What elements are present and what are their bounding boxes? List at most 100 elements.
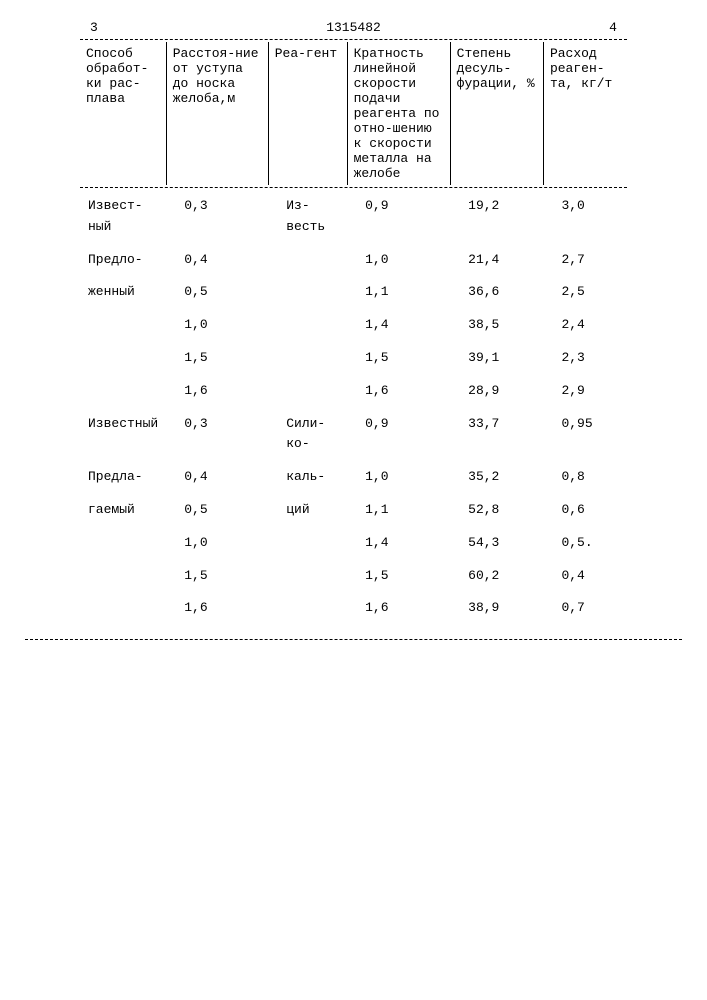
table-cell: 2,4 [543, 309, 627, 342]
table-cell: Из-весть [268, 190, 347, 244]
table-cell: 0,5 [166, 494, 268, 527]
table-cell: 3,0 [543, 190, 627, 244]
table-cell: 1,6 [347, 592, 450, 625]
table-cell: 1,6 [166, 592, 268, 625]
page-container: 3 1315482 4 Способ обработ-ки рас-плава … [0, 0, 707, 660]
table-row: 1,51,539,12,3 [80, 342, 627, 375]
divider-top [80, 39, 627, 40]
table-cell: 0,6 [543, 494, 627, 527]
table-cell: женный [80, 276, 166, 309]
table-cell: 0,5 [166, 276, 268, 309]
table-row: женный0,5 1,136,62,5 [80, 276, 627, 309]
table-cell: 1,0 [166, 309, 268, 342]
table-cell: 2,9 [543, 375, 627, 408]
table-cell: 39,1 [450, 342, 543, 375]
table-cell: 0,3 [166, 190, 268, 244]
table-cell: 0,95 [543, 408, 627, 462]
table-cell [268, 527, 347, 560]
table-cell: 1,0 [347, 461, 450, 494]
table-cell [80, 560, 166, 593]
divider-after-header [80, 187, 627, 188]
table-cell: 1,0 [166, 527, 268, 560]
table-cell: ций [268, 494, 347, 527]
table-cell: 2,7 [543, 244, 627, 277]
col-header-degree: Степень десуль-фурации, % [450, 42, 543, 185]
table-cell: 1,4 [347, 527, 450, 560]
table-cell [268, 244, 347, 277]
table-cell: 1,4 [347, 309, 450, 342]
table-cell [80, 309, 166, 342]
table-cell: 0,9 [347, 408, 450, 462]
table-row: 1,61,638,90,7 [80, 592, 627, 625]
document-number: 1315482 [326, 20, 381, 35]
table-cell: 1,0 [347, 244, 450, 277]
table-cell: 38,9 [450, 592, 543, 625]
table-cell: 54,3 [450, 527, 543, 560]
table-cell: Предло- [80, 244, 166, 277]
table-cell: 28,9 [450, 375, 543, 408]
page-number-right: 4 [609, 20, 617, 35]
table-cell [80, 342, 166, 375]
table-row: 1,0 1,438,52,4 [80, 309, 627, 342]
table-cell [268, 342, 347, 375]
table-cell: 0,4 [166, 244, 268, 277]
table-row: 1,0 1,454,30,5. [80, 527, 627, 560]
table-cell: 1,5 [347, 342, 450, 375]
table-cell: 1,1 [347, 276, 450, 309]
table-cell: 1,6 [166, 375, 268, 408]
table-cell [80, 527, 166, 560]
data-table: Способ обработ-ки рас-плава Расстоя-ние … [80, 42, 627, 625]
table-row: Извест-ный0,3Из-весть0,919,23,0 [80, 190, 627, 244]
table-cell [80, 375, 166, 408]
table-cell: 35,2 [450, 461, 543, 494]
table-row: 1,51,560,20,4 [80, 560, 627, 593]
table-cell: Сили-ко- [268, 408, 347, 462]
col-header-method: Способ обработ-ки рас-плава [80, 42, 166, 185]
table-cell [268, 276, 347, 309]
table-cell [268, 309, 347, 342]
table-cell: 38,5 [450, 309, 543, 342]
table-row: Известный0,3Сили-ко-0,933,70,95 [80, 408, 627, 462]
table-cell: 2,3 [543, 342, 627, 375]
table-cell: 0,7 [543, 592, 627, 625]
table-row: Предло-0,4 1,021,42,7 [80, 244, 627, 277]
table-cell: 33,7 [450, 408, 543, 462]
table-cell: гаемый [80, 494, 166, 527]
table-cell: 60,2 [450, 560, 543, 593]
col-header-reagent: Реа-гент [268, 42, 347, 185]
table-cell: 0,8 [543, 461, 627, 494]
table-cell: 0,9 [347, 190, 450, 244]
page-number-left: 3 [90, 20, 98, 35]
table-cell: Известный [80, 408, 166, 462]
table-cell: 1,5 [166, 342, 268, 375]
table-row: 1,61,628,92,9 [80, 375, 627, 408]
table-cell: 1,5 [347, 560, 450, 593]
table-row: Предла-0,4каль-1,035,20,8 [80, 461, 627, 494]
table-cell: 21,4 [450, 244, 543, 277]
table-cell [268, 375, 347, 408]
table-cell: 1,1 [347, 494, 450, 527]
table-row: гаемый0,5ций1,152,80,6 [80, 494, 627, 527]
table-cell: 52,8 [450, 494, 543, 527]
divider-bottom [25, 639, 681, 640]
table-cell: 19,2 [450, 190, 543, 244]
table-cell: 1,6 [347, 375, 450, 408]
table-cell: Предла- [80, 461, 166, 494]
col-header-distance: Расстоя-ние от уступа до носка желоба,м [166, 42, 268, 185]
table-header: Способ обработ-ки рас-плава Расстоя-ние … [80, 42, 627, 185]
table-cell: 0,4 [543, 560, 627, 593]
table-cell: 1,5 [166, 560, 268, 593]
table-cell: 0,4 [166, 461, 268, 494]
table-cell: Извест-ный [80, 190, 166, 244]
table-cell: 36,6 [450, 276, 543, 309]
table-body: Извест-ный0,3Из-весть0,919,23,0Предло-0,… [80, 185, 627, 625]
col-header-consumption: Расход реаген-та, кг/т [543, 42, 627, 185]
table-cell [268, 592, 347, 625]
table-cell [268, 560, 347, 593]
table-cell: 0,5. [543, 527, 627, 560]
table-cell: каль- [268, 461, 347, 494]
col-header-ratio: Кратность линейной скорости подачи реаге… [347, 42, 450, 185]
page-header: 3 1315482 4 [80, 20, 627, 35]
table-cell [80, 592, 166, 625]
table-cell: 2,5 [543, 276, 627, 309]
